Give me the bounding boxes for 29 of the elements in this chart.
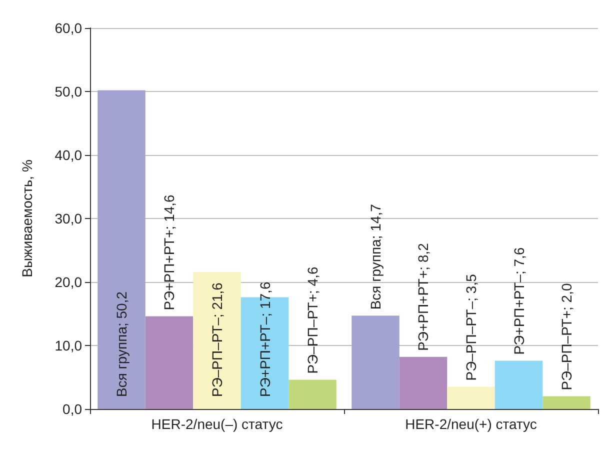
bar [447,386,495,409]
text: РЭ–РП–РТ+; 2,0 [558,283,575,390]
text: РЭ+РП+РТ+; 14,6 [161,194,178,310]
bar [98,90,146,409]
text: РЭ–РП–РТ–; 21,6 [209,282,225,397]
y-tick-label: 10,0 [54,338,82,354]
text: РЭ–РП–РТ–; 3,5 [463,274,479,381]
text: Вся группа; 50,2 [113,291,130,397]
bar [399,356,448,409]
x-tick-label: HER-2/neu(+) статус [405,416,537,432]
bar [145,316,194,409]
y-tick-label: 50,0 [54,84,82,100]
y-tick-label: 40,0 [54,147,82,163]
text: РЭ+РП+РТ+; 8,2 [415,243,432,351]
bar [542,396,590,409]
y-tick-label: 30,0 [54,210,82,226]
bar [494,360,543,409]
y-axis-title: Выживаемость, % [19,160,35,278]
x-tick-label: HER-2/neu(–) статус [151,416,283,432]
y-tick-label: 60,0 [54,20,82,36]
y-tick-label: 0,0 [62,401,82,417]
bar [193,272,241,409]
text: Вся группа; 14,7 [367,204,384,310]
bar [288,380,336,409]
bar [352,316,400,409]
text: РЭ–РП–РТ+; 4,6 [304,266,321,374]
y-tick-label: 20,0 [54,274,82,290]
text: РЭ+РП+РТ–; 17,6 [256,282,273,397]
text: РЭ+РП+РТ–; 7,6 [510,247,527,355]
